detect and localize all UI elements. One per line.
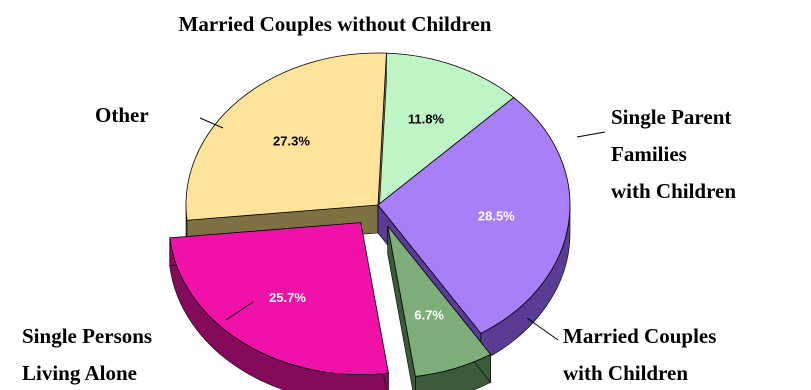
label-married-with-line1: Married Couples [563,324,716,348]
label-single-persons-line1: Single Persons [22,324,152,348]
slice-top-single-persons-living-alone [185,52,387,221]
leader-line-married-with [526,317,559,341]
pie-slices [169,52,571,390]
pct-label-single-persons-living-alone: 27.3% [273,133,310,148]
label-married-with-line2: with Children [563,361,688,385]
label-single-persons-line2: Living Alone [22,361,137,385]
leader-line-single-parent [576,131,606,138]
slice-single-parent-families-with-children [387,225,492,390]
leader-line-other [199,117,224,129]
label-single-parent-line3: with Children [611,179,736,203]
label-single-parent-line1: Single Parent [611,105,731,129]
slice-top-other [377,52,515,206]
slice-top-married-couples-without-children [377,97,571,334]
slice-single-persons-living-alone [185,52,387,249]
pct-label-single-parent-families-with-children: 6.7% [414,307,444,322]
slice-top-single-parent-families-with-children [387,225,492,377]
slice-married-couples-without-children [377,96,571,363]
slice-married-couples-with-children [169,222,389,390]
percent-labels: 28.5% 6.7% 25.7% 27.3% 11.8% [269,112,515,323]
leader-line-single-persons [225,301,254,321]
label-married-without-children: Married Couples without Children [179,12,492,36]
pct-label-married-couples-without-children: 28.5% [478,208,515,223]
pct-label-other: 11.8% [408,112,445,127]
pct-label-married-couples-with-children: 25.7% [269,290,306,305]
label-other: Other [95,103,149,127]
label-single-parent-line2: Families [611,142,687,166]
slice-top-married-couples-with-children [169,222,389,376]
